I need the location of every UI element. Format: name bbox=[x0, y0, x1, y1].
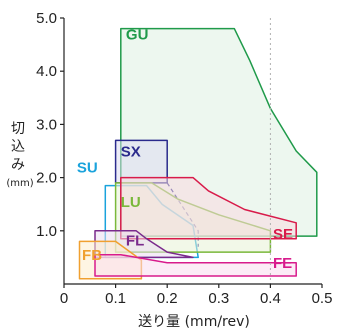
y-axis-unit: (mm) bbox=[6, 178, 33, 189]
x-tick-label: 0.1 bbox=[105, 290, 126, 307]
x-tick-label: 0.5 bbox=[312, 290, 333, 307]
region-label-fb: FB bbox=[82, 247, 102, 264]
y-axis-label-2: 込 bbox=[11, 139, 25, 155]
regions-layer bbox=[78, 27, 318, 280]
x-axis-label: 送り量 (mm/rev) bbox=[138, 314, 250, 329]
y-tick-label: 5.0 bbox=[36, 10, 57, 27]
region-label-gu: GU bbox=[126, 26, 149, 43]
x-tick-label: 0 bbox=[60, 290, 68, 307]
y-tick-label: 2.0 bbox=[36, 170, 57, 187]
x-tick-label: 0.4 bbox=[260, 290, 281, 307]
y-tick-label: 1.0 bbox=[36, 223, 57, 240]
region-label-fe: FE bbox=[273, 255, 292, 272]
frame-layer bbox=[63, 18, 322, 285]
region-label-sx: SX bbox=[121, 143, 141, 160]
ticks-layer: 1.0 2.0 3.0 4.0 5.0 0 0.1 0.2 0.3 0.4 0.5 bbox=[36, 10, 332, 307]
region-fe bbox=[94, 253, 297, 277]
labels-layer: GU SX SU LU SE FL FB FE bbox=[77, 26, 293, 272]
y-axis-label-3: み bbox=[11, 157, 25, 173]
y-tick-label: 4.0 bbox=[36, 63, 57, 80]
region-se bbox=[120, 176, 297, 240]
region-label-fl: FL bbox=[126, 233, 144, 250]
x-tick-label: 0.3 bbox=[208, 290, 229, 307]
x-tick-label: 0.2 bbox=[157, 290, 178, 307]
region-label-su: SU bbox=[77, 159, 98, 176]
y-axis-label-1: 切 bbox=[11, 121, 25, 137]
region-label-se: SE bbox=[273, 226, 293, 243]
region-label-lu: LU bbox=[121, 194, 141, 211]
y-tick-label: 3.0 bbox=[36, 116, 57, 133]
